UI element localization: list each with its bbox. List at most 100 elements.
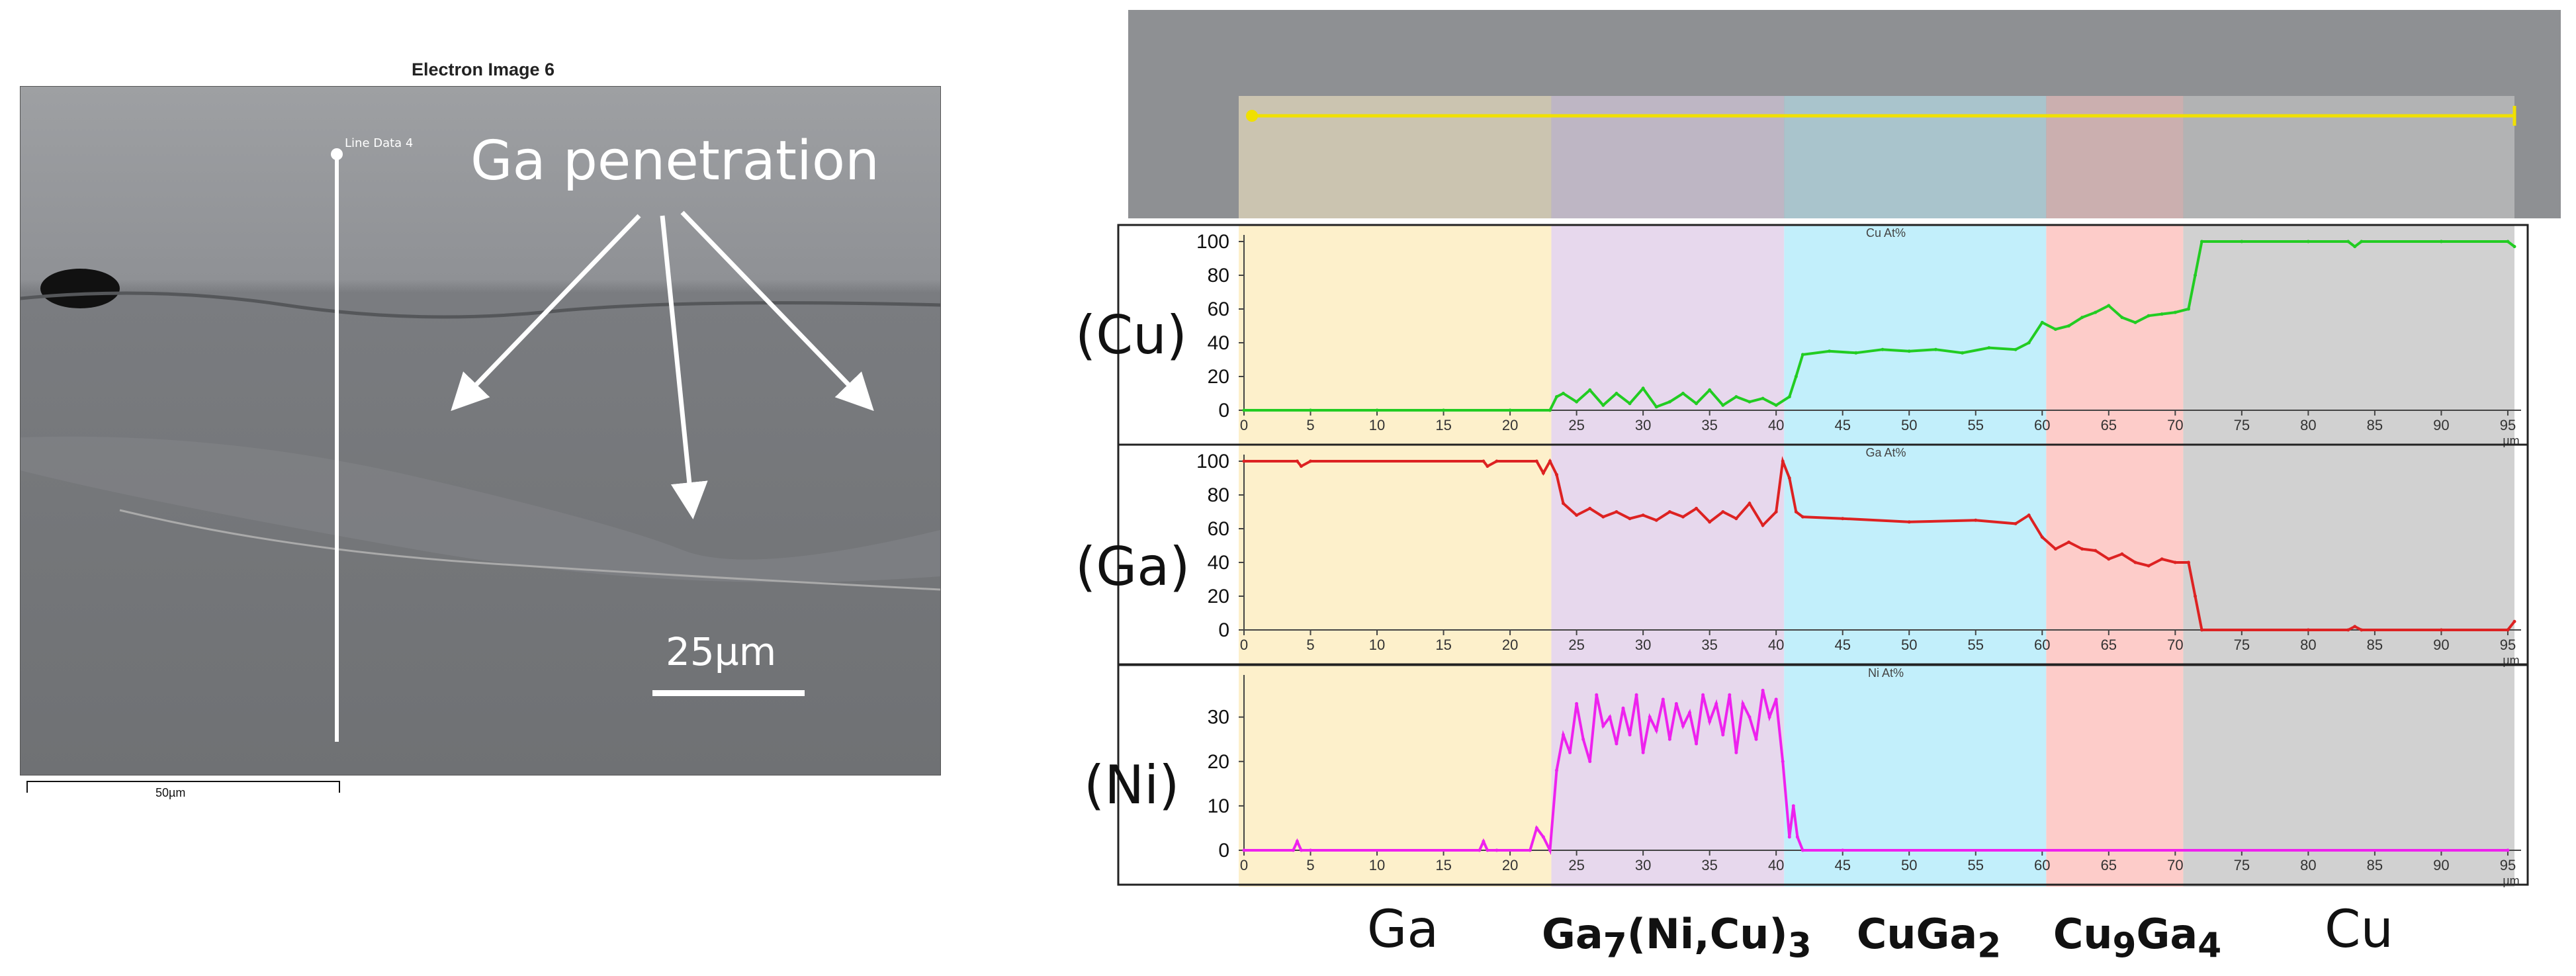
data-point [1242, 408, 1246, 412]
phase-band-0 [1239, 225, 1552, 887]
x-tick-label: 70 [2167, 637, 2183, 653]
x-tick-label: 65 [2101, 637, 2117, 653]
data-point [2027, 341, 2031, 345]
data-point [2040, 535, 2044, 539]
data-point [2014, 521, 2018, 525]
y-tick-label: 20 [1208, 366, 1229, 388]
data-point [1794, 510, 1798, 513]
x-tick-label: 50 [1901, 857, 1917, 873]
data-point [2120, 552, 2124, 556]
phase-label-cuga2: CuGa2 [1856, 910, 2002, 966]
data-point [1588, 388, 1592, 392]
data-point [1309, 848, 1313, 852]
data-point [2066, 324, 2070, 328]
data-point [2027, 513, 2031, 517]
data-point [1974, 518, 1978, 522]
data-point [1781, 760, 1785, 764]
data-point [2346, 628, 2350, 632]
cu-axis-label: (Cu) [1075, 304, 1187, 366]
x-tick-label: 30 [1635, 637, 1651, 653]
data-point [1601, 403, 1605, 407]
data-point [1601, 515, 1605, 519]
data-point [1654, 729, 1658, 732]
phase-label-cu9ga4: Cu9Ga4 [2053, 910, 2222, 966]
data-point [1695, 506, 1699, 510]
data-point [2506, 848, 2510, 852]
x-tick-label: 75 [2234, 857, 2250, 873]
data-point [1748, 502, 1752, 506]
data-point [1767, 715, 1771, 719]
data-point [1534, 826, 1538, 830]
data-point [1828, 349, 1832, 353]
data-point [1708, 520, 1712, 524]
phase-band-4 [2183, 225, 2514, 887]
y-tick-label: 20 [1208, 751, 1229, 773]
x-tick-label: 5 [1306, 857, 1314, 873]
x-tick-label: 25 [1568, 637, 1584, 653]
data-point [1641, 750, 1645, 754]
data-point [1794, 375, 1798, 378]
data-point [1554, 472, 1558, 476]
scale-50um-bar [26, 781, 340, 793]
x-tick-label: 65 [2101, 417, 2117, 433]
x-tick-label: 60 [2034, 417, 2050, 433]
data-point [1695, 742, 1699, 746]
data-point [1575, 400, 1579, 404]
data-point [2200, 240, 2204, 244]
data-point [1495, 848, 1499, 852]
y-tick-label: 0 [1218, 619, 1229, 641]
line-data-label: Line Data 4 [345, 136, 414, 150]
data-point [1541, 835, 1545, 839]
data-point [1634, 693, 1638, 697]
x-tick-label: 10 [1369, 637, 1385, 653]
line-scan-start-marker [331, 148, 343, 160]
data-point [2040, 320, 2044, 324]
data-point [1548, 408, 1552, 412]
data-point [1654, 405, 1658, 409]
data-point [1695, 402, 1699, 406]
y-tick-label: 0 [1218, 840, 1229, 862]
phase-label-ga7nicu3: Ga7(Ni,Cu)3 [1542, 910, 1812, 966]
data-point [2160, 557, 2164, 561]
phase-bands [1239, 225, 2514, 887]
x-tick-label: 5 [1306, 637, 1314, 653]
x-tick-label: 80 [2300, 417, 2316, 433]
x-tick-label: 85 [2367, 857, 2383, 873]
x-tick-label: 35 [1701, 637, 1717, 653]
phase-band-1 [1551, 225, 1785, 887]
arrow-3 [680, 210, 874, 412]
data-point [2014, 347, 2018, 351]
data-point [1486, 465, 1489, 468]
data-point [2353, 625, 2357, 629]
plot-panel-0: Cu At% 0 20 40 60 80 100 0 5 10 15 20 25 30 35 40 45 50 55… [1117, 224, 2529, 447]
data-point [1734, 517, 1738, 521]
data-point [1661, 697, 1665, 701]
data-point [2360, 628, 2364, 632]
data-point [2053, 547, 2057, 551]
data-point [1667, 400, 1671, 404]
x-tick-label: 10 [1369, 857, 1385, 873]
y-tick-label: 0 [1218, 400, 1229, 421]
data-point [1761, 523, 1765, 527]
data-point [1562, 502, 1566, 506]
series-line [1244, 240, 2516, 412]
data-point [1721, 403, 1725, 407]
data-point [1595, 693, 1599, 697]
x-tick-label: 0 [1240, 417, 1248, 433]
data-point [1854, 351, 1858, 355]
data-point [1787, 395, 1791, 399]
data-point [1581, 737, 1585, 741]
data-point [1588, 506, 1592, 510]
sem-micrograph: Line Data 4 Ga penetration 25µm [20, 86, 941, 776]
x-tick-label: 95 [2500, 417, 2516, 433]
data-point [2353, 245, 2357, 249]
data-point [1841, 517, 1845, 521]
data-point [1628, 402, 1632, 406]
data-point [2133, 320, 2137, 324]
data-point [1548, 459, 1552, 463]
data-point [2160, 312, 2164, 316]
x-tick-label: 45 [1834, 637, 1850, 653]
x-tick-label: 25 [1568, 857, 1584, 873]
